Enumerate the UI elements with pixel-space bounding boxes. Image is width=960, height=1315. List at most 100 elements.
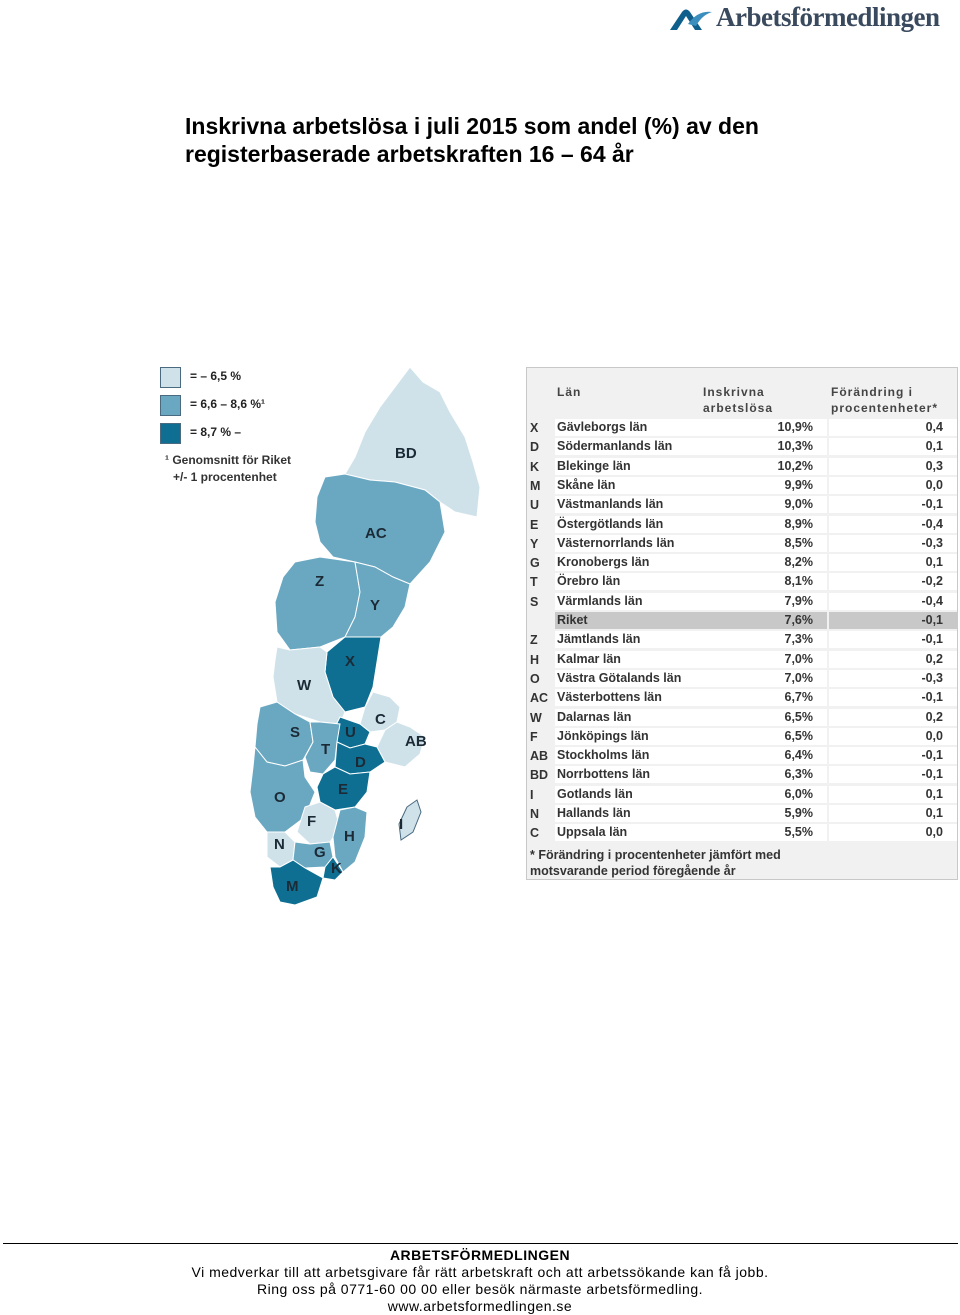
row-value: 8,2% [701, 554, 827, 572]
row-name: Södermanlands län [555, 438, 701, 456]
legend-swatch-high [160, 423, 181, 444]
row-change: -0,3 [829, 669, 957, 687]
map-label-y: Y [370, 597, 380, 614]
map-label-g: G [314, 844, 326, 861]
row-value: 6,4% [701, 747, 827, 765]
row-change: -0,1 [829, 766, 957, 784]
map-region-k [322, 856, 344, 881]
table-footnote: * Förändring i procentenheter jämfört me… [530, 848, 781, 878]
row-change: 0,1 [829, 554, 957, 572]
map-region-m [269, 859, 324, 906]
row-code: D [530, 440, 540, 455]
table-row: BD Norrbottens län 6,3% -0,1 [527, 766, 957, 784]
row-value: 9,0% [701, 496, 827, 514]
map-label-s: S [290, 724, 300, 741]
row-code: U [530, 498, 540, 513]
row-value: 6,5% [701, 727, 827, 745]
row-value: 10,3% [701, 438, 827, 456]
brand-logo[interactable]: Arbetsförmedlingen [668, 2, 948, 40]
map-label-u: U [345, 724, 356, 741]
row-change: -0,4 [829, 515, 957, 533]
row-value: 8,9% [701, 515, 827, 533]
row-code: M [530, 478, 541, 493]
row-code: W [530, 710, 542, 725]
footer-url[interactable]: www.arbetsformedlingen.se [387, 1298, 573, 1314]
map-region-e [316, 766, 371, 811]
map-region-h [332, 806, 368, 873]
row-name: Värmlands län [555, 592, 701, 610]
title-line-1: Inskrivna arbetslösa i juli 2015 som and… [185, 113, 759, 139]
row-value: 7,9% [701, 592, 827, 610]
table-row: T Örebro län 8,1% -0,2 [527, 573, 957, 591]
legend-note-line-2: +/- 1 procentenhet [173, 470, 277, 484]
table-row: M Skåne län 9,9% 0,0 [527, 476, 957, 495]
map-label-z: Z [315, 573, 324, 590]
map-label-c: C [375, 711, 386, 728]
map-label-t: T [321, 741, 330, 758]
map-region-i [398, 799, 422, 841]
row-code: O [530, 671, 540, 686]
table-row: AB Stockholms län 6,4% -0,1 [527, 747, 957, 765]
table-row: G Kronobergs län 8,2% 0,1 [527, 554, 957, 572]
map-label-w: W [297, 677, 312, 694]
row-code: F [530, 729, 538, 744]
row-code: E [530, 517, 539, 532]
table-row: I Gotlands län 6,0% 0,1 [527, 785, 957, 804]
row-name: Västerbottens län [555, 689, 701, 707]
row-value: 7,0% [701, 650, 827, 668]
brand-name: Arbetsförmedlingen [716, 2, 940, 32]
table-row: E Östergötlands län 8,9% -0,4 [527, 515, 957, 534]
map-region-t [304, 721, 341, 775]
map-label-n: N [274, 836, 285, 853]
row-value: 6,7% [701, 689, 827, 707]
row-code: N [530, 807, 540, 821]
table-row: K Blekinge län 10,2% 0,3 [527, 457, 957, 476]
row-code: H [530, 652, 540, 667]
row-change: 0,2 [829, 708, 957, 726]
row-change: 0,2 [829, 650, 957, 668]
legend-label-mid: = 6,6 – 8,6 %¹ [190, 397, 266, 411]
row-name: Västra Götalands län [555, 669, 701, 687]
row-value: 8,1% [701, 573, 827, 591]
footer-tagline: Vi medverkar till att arbetsgivare får r… [191, 1264, 769, 1280]
legend-note-line-1: ¹ Genomsnitt för Riket [165, 453, 292, 467]
map-label-k: K [331, 860, 342, 877]
row-code: K [530, 459, 540, 474]
row-code: I [530, 787, 534, 802]
row-code: T [530, 575, 538, 590]
table-row-riket: Riket 7,6% -0,1 [527, 612, 957, 630]
row-name: Kronobergs län [555, 554, 701, 572]
arbetsformedlingen-swoosh-icon [670, 9, 712, 30]
row-name: Hallands län [555, 805, 701, 822]
row-value: 9,9% [701, 476, 827, 494]
map-region-z [274, 556, 361, 651]
row-change: 0,1 [829, 805, 957, 822]
row-value: 7,0% [701, 669, 827, 687]
table-row: Z Jämtlands län 7,3% -0,1 [527, 631, 957, 649]
map-region-y [344, 561, 411, 638]
table-row: F Jönköpings län 6,5% 0,0 [527, 727, 957, 746]
footer-org: ARBETSFÖRMEDLINGEN [389, 1247, 571, 1263]
row-value: 5,5% [701, 824, 827, 842]
legend-label-low: = – 6,5 % [190, 369, 242, 383]
row-change: -0,2 [829, 573, 957, 591]
row-change: -0,1 [829, 612, 957, 629]
row-name: Gotlands län [555, 785, 701, 803]
table-row: D Södermanlands län 10,3% 0,1 [527, 438, 957, 456]
row-name: Västernorrlands län [555, 534, 701, 552]
table-row: S Värmlands län 7,9% -0,4 [527, 592, 957, 611]
row-change: 0,0 [829, 727, 957, 745]
map-label-o: O [274, 789, 286, 806]
sweden-map-panel: BD AC Z Y X W C AB S U T D E O F I H N G… [155, 362, 495, 907]
map-label-bd: BD [395, 445, 417, 462]
row-value: 6,5% [701, 708, 827, 726]
row-name: Uppsala län [555, 824, 701, 842]
table-row: H Kalmar län 7,0% 0,2 [527, 650, 957, 669]
row-change: 0,0 [829, 824, 957, 842]
row-code: G [530, 556, 540, 571]
row-name: Jönköpings län [555, 727, 701, 745]
row-name: Riket [555, 612, 701, 629]
table-row: O Västra Götalands län 7,0% -0,3 [527, 669, 957, 688]
row-change: 0,1 [829, 785, 957, 803]
row-code: X [530, 421, 539, 435]
